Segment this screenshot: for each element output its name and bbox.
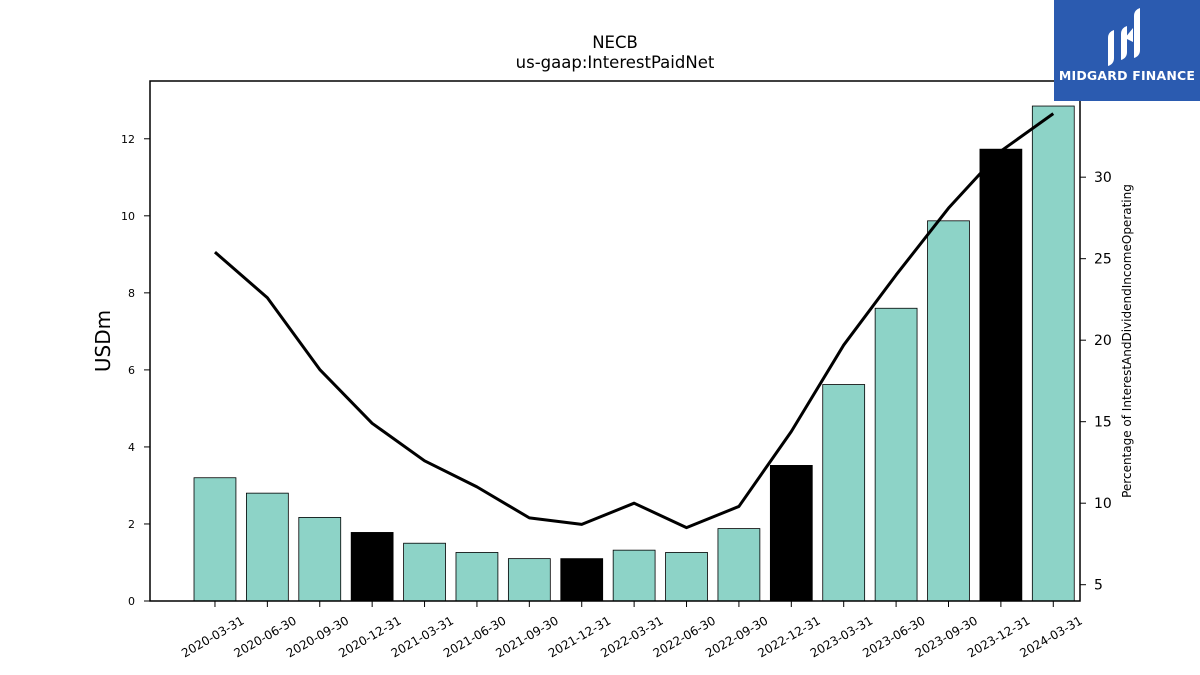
y-tick-label: 10 [121, 210, 135, 223]
right-axis: 5 10 15 20 25 30 [1080, 170, 1112, 594]
y2-tick-label: 20 [1094, 333, 1112, 349]
bar [717, 528, 761, 602]
bar [927, 220, 970, 602]
y2-tick-label: 10 [1094, 496, 1112, 512]
y2-tick-label: 15 [1094, 415, 1112, 431]
y2-axis-label: Percentage of InterestAndDividendIncomeO… [1120, 184, 1134, 498]
y-tick-label: 2 [128, 518, 135, 531]
line-series [213, 112, 1055, 530]
bar [298, 517, 342, 602]
x-axis: 2020-03-312020-06-302020-09-302020-12-31… [179, 601, 1085, 660]
y-axis-label: USDm [91, 310, 115, 372]
y2-tick-label: 30 [1094, 170, 1112, 186]
plot-frame [149, 80, 1081, 602]
bar [1031, 105, 1075, 602]
midgard-logo-icon [1108, 8, 1140, 66]
y-tick-label: 12 [121, 133, 135, 146]
left-axis: 0 2 4 6 8 10 12 [121, 133, 150, 608]
line-path [213, 112, 1055, 530]
y2-tick-label: 5 [1094, 578, 1103, 594]
brand-logo: MIDGARD FINANCE [1054, 0, 1200, 101]
bar [769, 465, 813, 602]
y-tick-label: 0 [128, 595, 135, 608]
bar [612, 549, 656, 602]
y-tick-label: 8 [128, 287, 135, 300]
bar [403, 542, 446, 602]
bar [560, 558, 604, 602]
bar [193, 477, 237, 602]
bar [507, 558, 551, 602]
bar [665, 552, 708, 602]
y-tick-label: 6 [128, 364, 135, 377]
bar-series [193, 105, 1075, 602]
bar [979, 148, 1023, 602]
chart-subtitle: us-gaap:InterestPaidNet [516, 53, 715, 72]
bar [822, 384, 866, 602]
bar [455, 552, 499, 602]
chart-title: NECB [592, 33, 638, 52]
y2-tick-label: 25 [1094, 252, 1112, 268]
y-tick-label: 4 [128, 441, 135, 454]
bar [246, 492, 289, 602]
bar [350, 532, 394, 602]
brand-name: MIDGARD FINANCE [1058, 68, 1196, 83]
bar [874, 307, 918, 602]
